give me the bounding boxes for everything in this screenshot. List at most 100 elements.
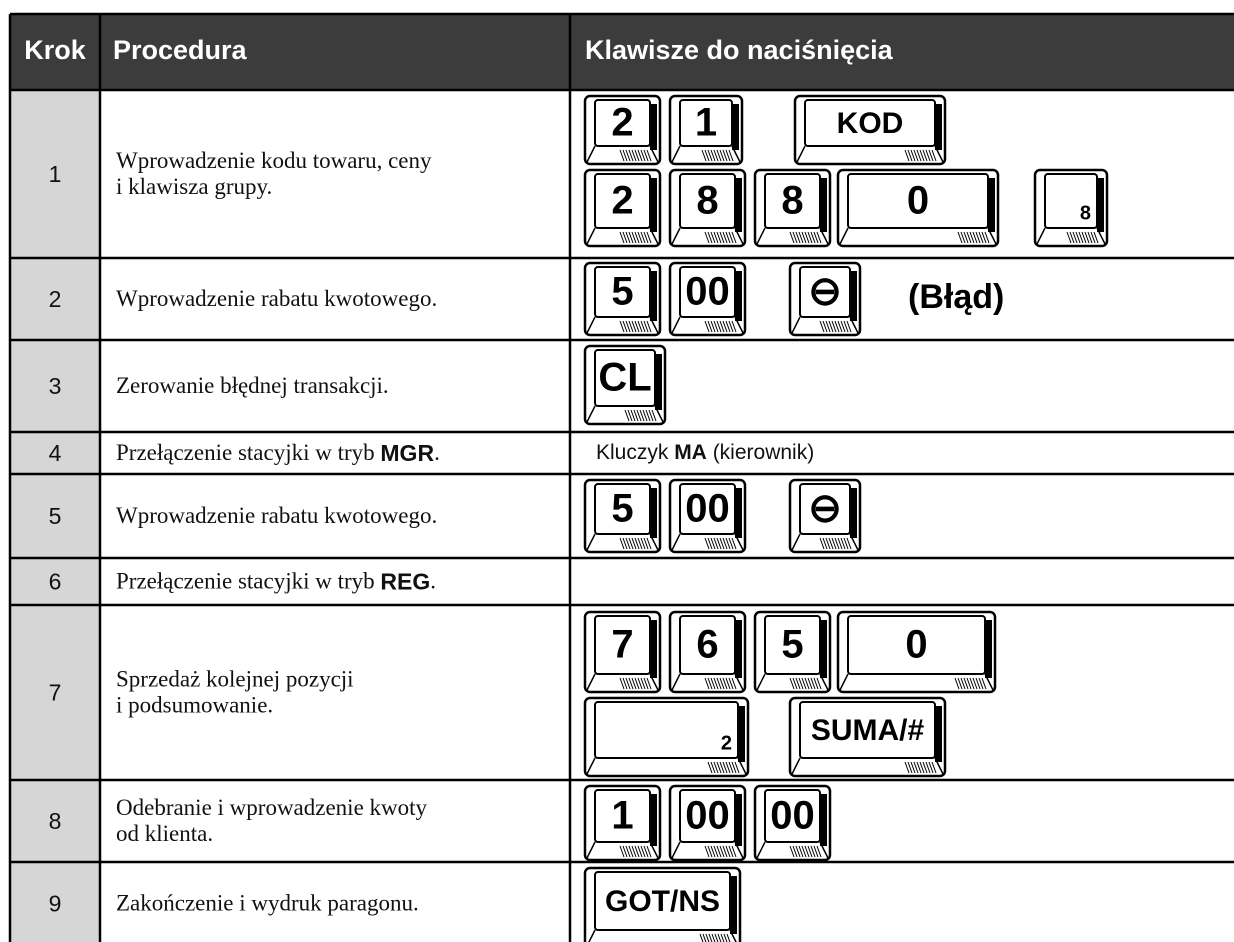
key-hatch (789, 677, 795, 690)
key-hatch (704, 537, 710, 550)
key-hatch (707, 231, 713, 244)
key: 5 (583, 261, 662, 337)
key-hatch (1078, 231, 1084, 244)
key-hatch (984, 231, 990, 244)
key-bevel (839, 227, 849, 245)
key-bevel (839, 673, 849, 691)
step-number: 3 (49, 373, 62, 399)
procedure-text: Zerowanie błędnej transakcji. (116, 373, 389, 398)
key-hatch (931, 761, 937, 774)
key-hatch (722, 149, 728, 162)
key-hatch (819, 537, 825, 550)
key-hatch (625, 845, 631, 858)
key-hatch (716, 537, 722, 550)
key-bevel (756, 673, 766, 691)
header-cell: Procedura (113, 35, 248, 65)
procedure-text: Odebranie i wprowadzenie kwoty (116, 795, 428, 820)
key-hatch (1072, 231, 1078, 244)
key-hatch (813, 231, 819, 244)
key-hatch (707, 149, 713, 162)
procedure-text: i podsumowanie. (116, 693, 273, 718)
procedure-segment: Zerowanie błędnej transakcji. (116, 373, 389, 398)
key-bevel (796, 145, 806, 163)
key-hatch (728, 149, 734, 162)
key-shadow (988, 178, 995, 232)
key-hatch (619, 845, 625, 858)
key-face (594, 701, 739, 759)
key-hatch (716, 149, 722, 162)
procedure-text: Przełączenie stacyjki w tryb MGR. (116, 440, 440, 466)
key: 1 (583, 784, 662, 862)
key-hatch (619, 537, 625, 550)
key-hatch (625, 149, 631, 162)
procedure-segment: Przełączenie stacyjki w tryb (116, 440, 380, 465)
key-instruction: Kluczyk MA (kierownik) (596, 441, 814, 464)
key-bevel (756, 227, 766, 245)
key-hatch (713, 537, 719, 550)
key-hatch (919, 149, 925, 162)
key-hatch (722, 320, 728, 333)
key-shadow (650, 104, 657, 150)
procedure-text: Zakończenie i wydruk paragonu. (116, 891, 419, 916)
key-bevel (586, 316, 596, 334)
key-hatch (710, 845, 716, 858)
key-hatch (646, 149, 652, 162)
key-bevel (791, 533, 801, 551)
key-label: KOD (837, 107, 904, 140)
procedure-text: od klienta. (116, 821, 213, 846)
key-hatch (957, 677, 963, 690)
key-label: ⊖ (808, 487, 842, 531)
key-hatch (722, 537, 728, 550)
key-hatch (975, 677, 981, 690)
key-hatch (795, 231, 801, 244)
key-hatch (725, 537, 731, 550)
key-hatch (643, 677, 649, 690)
procedure-segment: Sprzedaż kolejnej pozycji (116, 667, 354, 692)
key-hatch (963, 231, 969, 244)
key-label: 00 (685, 270, 730, 314)
key-hatch (643, 537, 649, 550)
key-label: GOT/NS (605, 885, 720, 918)
key-bevel (586, 405, 596, 423)
key-bevel (588, 929, 596, 942)
key-bevel (586, 757, 596, 775)
key-hatch (643, 320, 649, 333)
key-hatch (636, 409, 642, 422)
procedure-text: Wprowadzenie rabatu kwotowego. (116, 286, 437, 311)
key-hatch (704, 677, 710, 690)
key-hatch (922, 149, 928, 162)
step-number: 1 (49, 161, 62, 187)
procedure-text: i klawisza grupy. (116, 174, 272, 199)
key-hatch (810, 677, 816, 690)
key-hatch (630, 409, 636, 422)
key-hatch (813, 677, 819, 690)
key: 2 (583, 168, 662, 248)
key-shadow (735, 488, 742, 538)
key-hatch (792, 845, 798, 858)
key-hatch (798, 677, 804, 690)
key-hatch (819, 320, 825, 333)
key-label: 8 (781, 179, 803, 223)
key-hatch (789, 845, 795, 858)
key-hatch (640, 845, 646, 858)
key-hatch (622, 845, 628, 858)
key-hatch (795, 845, 801, 858)
key-hatch (716, 231, 722, 244)
key-hatch (728, 320, 734, 333)
key-shadow (850, 488, 857, 538)
key-hatch (646, 320, 652, 333)
key-hatch (731, 231, 737, 244)
key-hatch (825, 537, 831, 550)
key-hatch (728, 677, 734, 690)
key-hatch (643, 845, 649, 858)
key-hatch (708, 933, 713, 942)
key-hatch (843, 320, 849, 333)
key-hatch (916, 149, 922, 162)
key-hatch (648, 409, 654, 422)
key-shadow (650, 271, 657, 321)
key-hatch (1087, 231, 1093, 244)
key-hatch (704, 231, 710, 244)
key-hatch (634, 845, 640, 858)
key: 8 (753, 168, 832, 248)
key-hatch (634, 320, 640, 333)
